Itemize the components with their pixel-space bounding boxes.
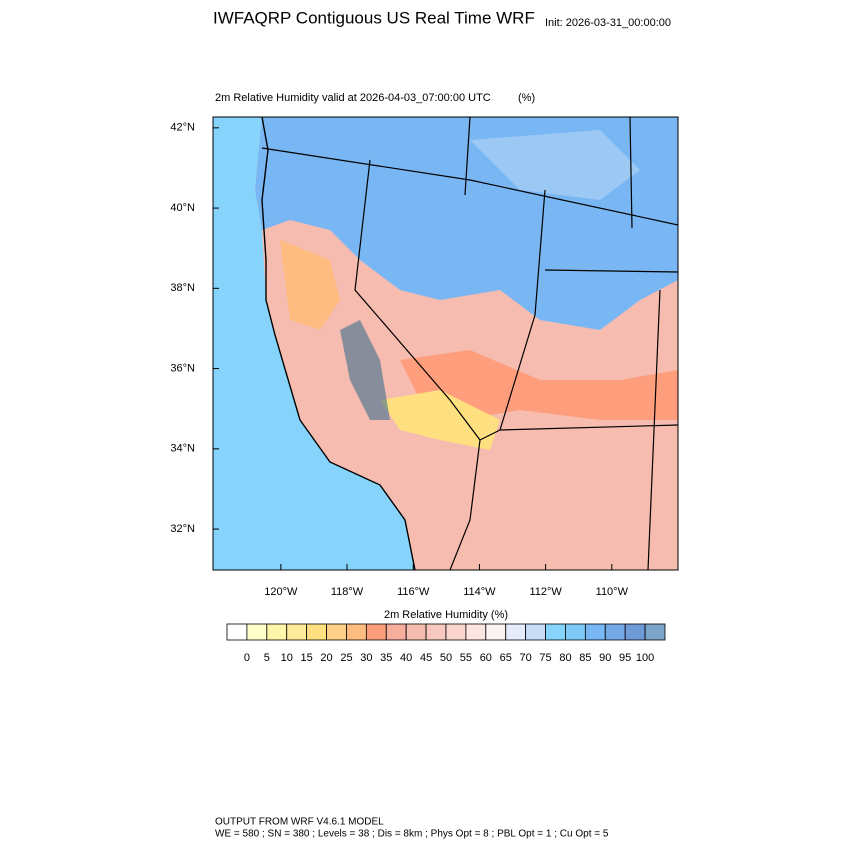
- init-time: Init: 2026-03-31_00:00:00: [545, 17, 671, 29]
- footer-line: WE = 580 ; SN = 380 ; Levels = 38 ; Dis …: [215, 829, 609, 840]
- colorbar-label: 45: [420, 652, 432, 664]
- dry-region: [400, 350, 678, 420]
- x-tick-label: 118°W: [331, 586, 364, 598]
- map-field: [213, 117, 678, 570]
- colorbar-box: [644, 623, 666, 641]
- very-dry-patch: [380, 390, 500, 450]
- colorbar-label: 20: [320, 652, 332, 664]
- colorbar-label: 70: [520, 652, 532, 664]
- colorbar-box: [425, 623, 447, 641]
- colorbar-label: 95: [619, 652, 631, 664]
- y-tick-label: 38°N: [170, 282, 195, 294]
- y-tick-label: 40°N: [170, 202, 195, 214]
- x-tick-label: 120°W: [264, 586, 298, 598]
- chart-title: IWFAQRP Contiguous US Real Time WRF: [213, 8, 535, 27]
- y-tick-label: 42°N: [170, 122, 195, 134]
- sierra-moist: [340, 320, 390, 420]
- coastline: [261, 117, 416, 570]
- x-tick-label: 114°W: [463, 586, 496, 598]
- colorbar-box: [405, 623, 427, 641]
- colorbar-label: 5: [264, 652, 270, 664]
- map-frame: [212, 116, 679, 571]
- colorbar-label: 10: [281, 652, 293, 664]
- colorbar-box: [485, 623, 507, 641]
- colorbar-label: 30: [360, 652, 372, 664]
- colorbar-box: [385, 623, 407, 641]
- colorbar-label: 55: [460, 652, 472, 664]
- colorbar-box: [346, 623, 367, 641]
- colorbar-label: 90: [599, 652, 611, 664]
- colorbar-label: 40: [400, 652, 412, 664]
- colorbar-box: [365, 623, 387, 641]
- colorbar-box: [525, 623, 546, 641]
- colorbar-title: 2m Relative Humidity (%): [384, 609, 508, 621]
- colorbar-label: 100: [636, 652, 654, 664]
- colorbar-box: [266, 623, 288, 641]
- colorbar-box: [306, 623, 327, 641]
- colorbar-box: [565, 623, 586, 641]
- colorbar-label: 25: [340, 652, 352, 664]
- units: (%): [518, 92, 535, 104]
- y-tick-label: 36°N: [170, 362, 195, 374]
- colorbar-box: [604, 623, 626, 641]
- colorbar-label: 75: [539, 652, 551, 664]
- colorbar-box: [445, 623, 467, 641]
- colorbar-label: 35: [380, 652, 392, 664]
- subtitle: 2m Relative Humidity valid at 2026-04-03…: [215, 92, 491, 104]
- colorbar-box: [226, 623, 248, 641]
- colorbar-box: [505, 623, 527, 641]
- colorbar-label: 85: [579, 652, 591, 664]
- colorbar-box: [545, 623, 566, 641]
- y-tick-label: 32°N: [170, 523, 195, 535]
- colorbar-box: [286, 623, 308, 641]
- colorbar-label: 60: [480, 652, 492, 664]
- x-tick-label: 110°W: [596, 586, 629, 598]
- x-tick-label: 112°W: [529, 586, 562, 598]
- x-tick-label: 116°W: [397, 586, 430, 598]
- footer-line: OUTPUT FROM WRF V4.6.1 MODEL: [215, 817, 384, 828]
- state-borders: [261, 117, 678, 570]
- colorbar-label: 0: [244, 652, 250, 664]
- colorbar-label: 50: [440, 652, 452, 664]
- colorbar-box: [326, 623, 347, 641]
- colorbar-label: 15: [301, 652, 313, 664]
- colorbar-box: [584, 623, 606, 641]
- colorbar-label: 80: [559, 652, 571, 664]
- dry-patch: [280, 240, 340, 330]
- colorbar-box: [624, 623, 646, 641]
- colorbar-box: [246, 623, 268, 641]
- colorbar-label: 65: [500, 652, 512, 664]
- colorbar-box: [465, 623, 487, 641]
- moist-patch: [470, 130, 640, 200]
- y-tick-label: 34°N: [170, 443, 195, 455]
